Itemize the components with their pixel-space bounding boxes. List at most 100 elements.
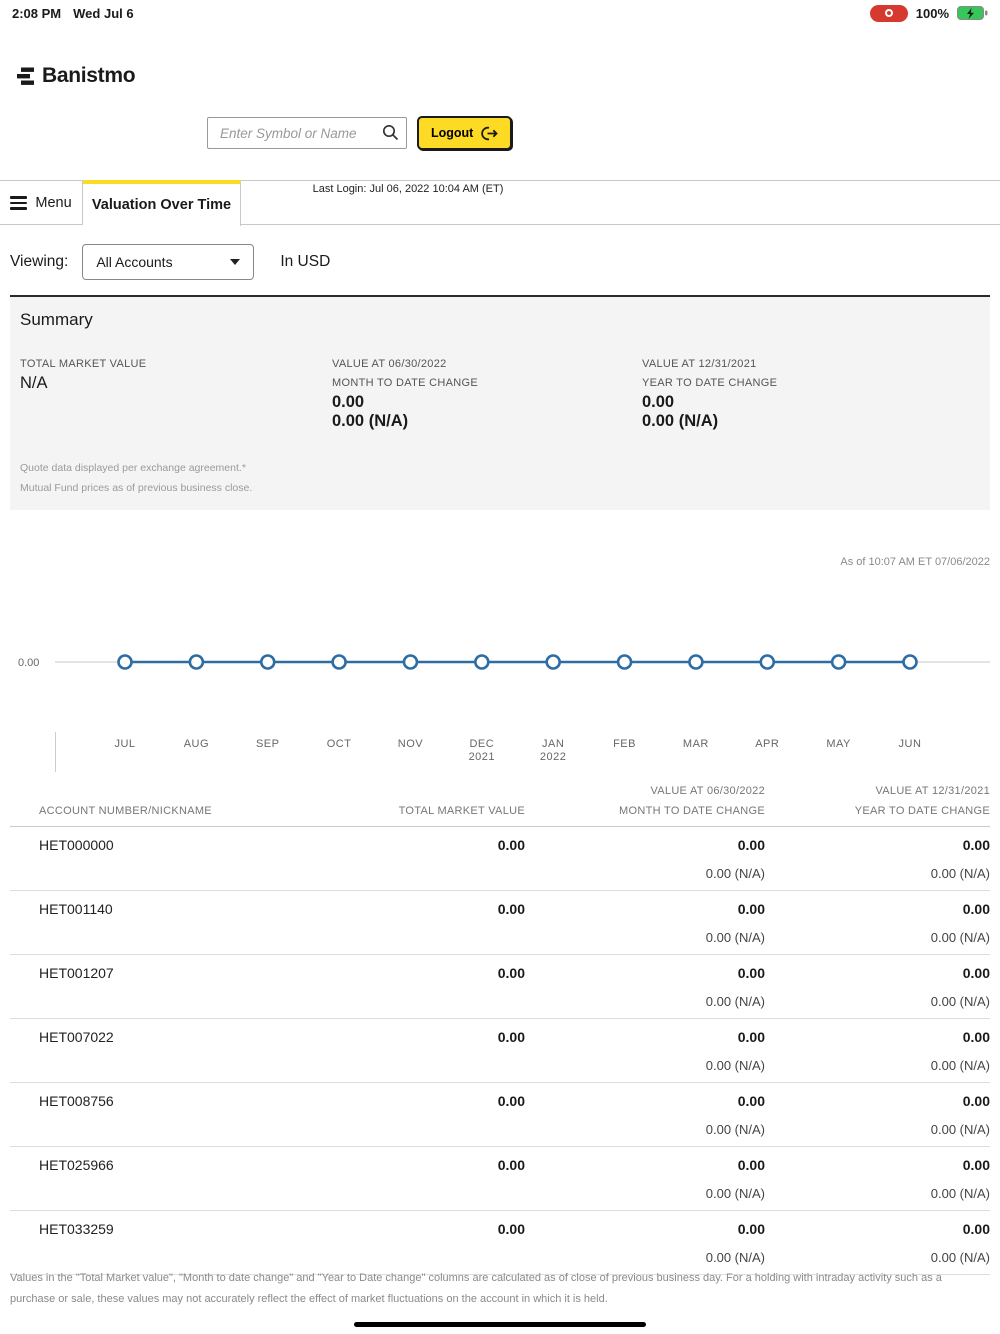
x-axis-label: SEP — [233, 738, 303, 751]
x-axis-label: DEC2021 — [447, 738, 517, 764]
data-point-marker[interactable] — [904, 656, 917, 669]
year-to-date-sub: 0.00 (N/A) — [765, 866, 990, 881]
summary-year-to-date: VALUE AT 12/31/2021 YEAR TO DATE CHANGE … — [642, 355, 777, 431]
summary-month-to-date: VALUE AT 06/30/2022 MONTH TO DATE CHANGE… — [332, 355, 478, 431]
logout-label: Logout — [431, 126, 473, 140]
total-market-value: 0.00 — [360, 1221, 525, 1237]
x-axis-label: JAN2022 — [518, 738, 588, 764]
as-of-timestamp: As of 10:07 AM ET 07/06/2022 — [840, 556, 990, 568]
summary-label: YEAR TO DATE CHANGE — [642, 374, 777, 393]
x-axis-label: MAY — [804, 738, 874, 751]
group-header-ytd: VALUE AT 12/31/2021 — [765, 785, 990, 805]
account-number: HET001207 — [10, 965, 360, 981]
battery-charging-icon — [957, 6, 988, 21]
summary-note: Mutual Fund prices as of previous busine… — [20, 482, 252, 494]
accounts-dropdown-value: All Accounts — [96, 254, 172, 270]
home-indicator[interactable] — [354, 1322, 646, 1327]
year-to-date-value: 0.00 — [765, 965, 990, 981]
data-point-marker[interactable] — [404, 656, 417, 669]
summary-label: MONTH TO DATE CHANGE — [332, 374, 478, 393]
table-row: HET0070220.000.000.000.00 (N/A)0.00 (N/A… — [10, 1019, 990, 1083]
total-market-value: 0.00 — [360, 1093, 525, 1109]
data-point-marker[interactable] — [261, 656, 274, 669]
table-group-header: VALUE AT 06/30/2022 VALUE AT 12/31/2021 — [10, 785, 990, 805]
valuation-chart: 0.00 — [0, 590, 1000, 732]
data-point-marker[interactable] — [190, 656, 203, 669]
column-header-account: ACCOUNT NUMBER/NICKNAME — [10, 805, 360, 826]
table-row: HET0087560.000.000.000.00 (N/A)0.00 (N/A… — [10, 1083, 990, 1147]
year-to-date-sub: 0.00 (N/A) — [765, 994, 990, 1009]
clock-time: 2:08 PM — [12, 6, 61, 21]
chevron-down-icon — [230, 259, 240, 265]
year-to-date-sub: 0.00 (N/A) — [765, 1250, 990, 1265]
month-to-date-value: 0.00 — [525, 965, 765, 981]
summary-value: 0.00 — [332, 393, 478, 412]
table-row: HET0259660.000.000.000.00 (N/A)0.00 (N/A… — [10, 1147, 990, 1211]
month-to-date-sub: 0.00 (N/A) — [525, 1122, 765, 1137]
accounts-table: VALUE AT 06/30/2022 VALUE AT 12/31/2021 … — [10, 785, 990, 1275]
symbol-search-input[interactable] — [207, 117, 407, 149]
status-bar: 2:08 PM Wed Jul 6 100% — [0, 0, 1000, 26]
viewing-row: Viewing: All Accounts In USD — [10, 243, 990, 281]
month-to-date-value: 0.00 — [525, 837, 765, 853]
account-number: HET033259 — [10, 1221, 360, 1237]
month-to-date-value: 0.00 — [525, 901, 765, 917]
screen-recording-icon[interactable] — [870, 5, 908, 22]
summary-label: VALUE AT 06/30/2022 — [332, 355, 478, 374]
column-header-tmv: TOTAL MARKET VALUE — [360, 805, 525, 826]
month-to-date-value: 0.00 — [525, 1221, 765, 1237]
year-to-date-value: 0.00 — [765, 1221, 990, 1237]
summary-total-market-value: TOTAL MARKET VALUE N/A — [20, 355, 146, 393]
x-axis-label: MAR — [661, 738, 731, 751]
data-point-marker[interactable] — [333, 656, 346, 669]
summary-note: Quote data displayed per exchange agreem… — [20, 462, 246, 474]
table-row: HET0011400.000.000.000.00 (N/A)0.00 (N/A… — [10, 891, 990, 955]
accounts-dropdown[interactable]: All Accounts — [82, 244, 254, 280]
month-to-date-sub: 0.00 (N/A) — [525, 1250, 765, 1265]
data-point-marker[interactable] — [475, 656, 488, 669]
data-point-marker[interactable] — [832, 656, 845, 669]
total-market-value: 0.00 — [360, 965, 525, 981]
group-header-mtd: VALUE AT 06/30/2022 — [525, 785, 765, 805]
x-axis: JULAUGSEPOCTNOVDEC2021JAN2022FEBMARAPRMA… — [0, 732, 1000, 776]
table-row: HET0000000.000.000.000.00 (N/A)0.00 (N/A… — [10, 827, 990, 891]
chart-svg: 0.00 — [0, 590, 1000, 732]
data-point-marker[interactable] — [689, 656, 702, 669]
menu-button[interactable]: Menu — [0, 181, 83, 225]
year-to-date-value: 0.00 — [765, 1157, 990, 1173]
summary-label: VALUE AT 12/31/2021 — [642, 355, 777, 374]
battery-percent: 100% — [916, 6, 949, 21]
summary-value: N/A — [20, 374, 146, 393]
clock-date: Wed Jul 6 — [73, 6, 133, 21]
logout-button[interactable]: Logout — [417, 116, 512, 150]
data-point-marker[interactable] — [761, 656, 774, 669]
year-to-date-sub: 0.00 (N/A) — [765, 1186, 990, 1201]
data-point-marker[interactable] — [618, 656, 631, 669]
tab-valuation-over-time[interactable]: Valuation Over Time — [83, 180, 241, 226]
table-header: ACCOUNT NUMBER/NICKNAME TOTAL MARKET VAL… — [10, 805, 990, 827]
data-point-marker[interactable] — [119, 656, 132, 669]
banistmo-logo: Banistmo — [16, 64, 135, 88]
brand-name: Banistmo — [42, 64, 135, 88]
record-dot-icon — [885, 9, 893, 17]
data-point-marker[interactable] — [547, 656, 560, 669]
summary-value: 0.00 — [642, 393, 777, 412]
hamburger-icon — [10, 196, 27, 210]
summary-panel: Summary TOTAL MARKET VALUE N/A VALUE AT … — [10, 297, 990, 510]
month-to-date-sub: 0.00 (N/A) — [525, 1058, 765, 1073]
month-to-date-value: 0.00 — [525, 1093, 765, 1109]
y-axis-label: 0.00 — [18, 657, 39, 669]
summary-value: 0.00 (N/A) — [642, 412, 777, 431]
search-icon[interactable] — [382, 124, 399, 141]
year-to-date-value: 0.00 — [765, 901, 990, 917]
month-to-date-sub: 0.00 (N/A) — [525, 866, 765, 881]
x-axis-label: APR — [732, 738, 802, 751]
year-to-date-value: 0.00 — [765, 837, 990, 853]
account-number: HET000000 — [10, 837, 360, 853]
table-body: HET0000000.000.000.000.00 (N/A)0.00 (N/A… — [10, 827, 990, 1275]
month-to-date-value: 0.00 — [525, 1029, 765, 1045]
logout-icon — [480, 126, 498, 141]
total-market-value: 0.00 — [360, 1029, 525, 1045]
column-header-mtd: MONTH TO DATE CHANGE — [525, 805, 765, 826]
total-market-value: 0.00 — [360, 837, 525, 853]
